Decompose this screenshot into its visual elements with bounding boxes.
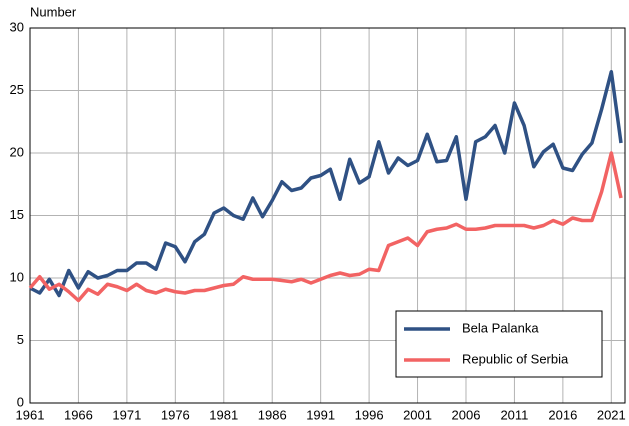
x-tick-label: 2001 bbox=[403, 407, 432, 422]
x-tick-label: 1991 bbox=[306, 407, 335, 422]
plot-frame bbox=[29, 27, 626, 404]
x-tick-label: 2006 bbox=[452, 407, 481, 422]
data-line bbox=[29, 70, 623, 298]
y-tick-label: 30 bbox=[10, 19, 24, 34]
x-tick-label: 1996 bbox=[355, 407, 384, 422]
data-line bbox=[28, 151, 623, 303]
legend-box bbox=[395, 310, 603, 378]
x-tick-label: 1961 bbox=[16, 407, 45, 422]
x-tick-label: 1971 bbox=[112, 407, 141, 422]
x-tick-label: 1981 bbox=[209, 407, 238, 422]
y-tick-label: 0 bbox=[17, 394, 24, 409]
x-tick-label: 1976 bbox=[161, 407, 190, 422]
x-tick-label: 2021 bbox=[597, 407, 626, 422]
legend-label: Republic of Serbia bbox=[462, 351, 569, 366]
x-tick-label: 2011 bbox=[500, 407, 528, 422]
y-tick-label: 5 bbox=[17, 332, 24, 347]
y-axis-label: Number bbox=[30, 4, 77, 19]
x-tick-label: 1986 bbox=[258, 407, 287, 422]
x-tick-label: 1966 bbox=[64, 407, 93, 422]
x-tick-label: 2016 bbox=[548, 407, 577, 422]
y-tick-label: 15 bbox=[10, 207, 24, 222]
y-tick-label: 25 bbox=[10, 82, 24, 97]
legend-label: Bela Palanka bbox=[462, 320, 539, 335]
y-tick-label: 20 bbox=[10, 144, 24, 159]
y-tick-label: 10 bbox=[10, 269, 24, 284]
